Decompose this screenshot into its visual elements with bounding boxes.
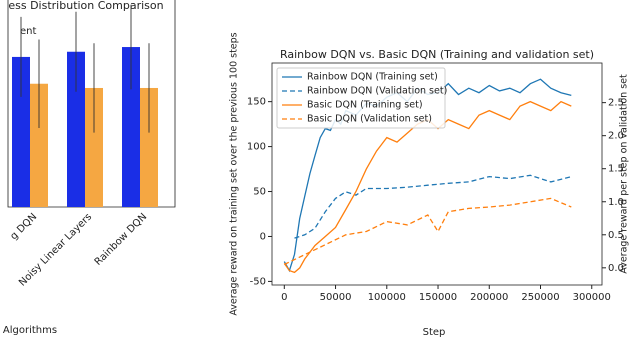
x-tick-label: 100000 bbox=[368, 292, 406, 303]
x-axis-label: Step bbox=[423, 327, 446, 338]
bar bbox=[67, 51, 85, 207]
y2-tick-label: 0.5 bbox=[608, 230, 624, 241]
y2-tick-label: 1.0 bbox=[608, 197, 624, 208]
y2-tick-label: 1.5 bbox=[608, 164, 624, 175]
x-tick-label: 0 bbox=[281, 292, 287, 303]
legend-label: Rainbow DQN (Validation set) bbox=[307, 86, 447, 97]
chart-title: ess Distribution Comparison bbox=[8, 0, 163, 12]
x-tick-label: Rainbow DQN bbox=[93, 211, 149, 267]
x-tick-label: 250000 bbox=[521, 292, 559, 303]
x-tick-label: 300000 bbox=[573, 292, 611, 303]
x-tick-label: 50000 bbox=[320, 292, 352, 303]
y2-tick-label: 0.0 bbox=[608, 263, 624, 274]
bar bbox=[30, 83, 48, 207]
bar bbox=[85, 87, 103, 207]
y-tick-label: 50 bbox=[253, 187, 266, 198]
x-axis-label: Algorithms bbox=[3, 325, 57, 336]
x-tick-label: 200000 bbox=[470, 292, 508, 303]
legend-fragment: ent bbox=[20, 26, 36, 37]
y2-tick-label: 2.5 bbox=[608, 98, 624, 109]
x-tick-label: g DQN bbox=[8, 211, 39, 242]
line-series bbox=[294, 174, 572, 239]
y-axis-label: Average reward on training set over the … bbox=[229, 32, 240, 315]
axes-frame bbox=[271, 62, 603, 286]
y2-tick-label: 2.0 bbox=[608, 131, 624, 142]
y-tick-label: 100 bbox=[247, 142, 266, 153]
x-tick-label: 150000 bbox=[419, 292, 457, 303]
bar bbox=[140, 87, 158, 207]
legend-box bbox=[276, 67, 446, 129]
legend-label: Basic DQN (Training set) bbox=[307, 100, 423, 111]
y2-axis-label: Average reward per step on validation se… bbox=[619, 74, 630, 274]
y-tick-label: -50 bbox=[250, 276, 266, 287]
y-tick-label: 0 bbox=[260, 231, 266, 242]
bar bbox=[12, 56, 30, 207]
line-series bbox=[284, 197, 572, 266]
y-tick-label: 150 bbox=[247, 97, 266, 108]
bar bbox=[122, 47, 140, 207]
legend-label: Rainbow DQN (Training set) bbox=[307, 72, 438, 83]
legend-label: Basic DQN (Validation set) bbox=[307, 114, 432, 125]
chart-title: Rainbow DQN vs. Basic DQN (Training and … bbox=[280, 48, 594, 61]
